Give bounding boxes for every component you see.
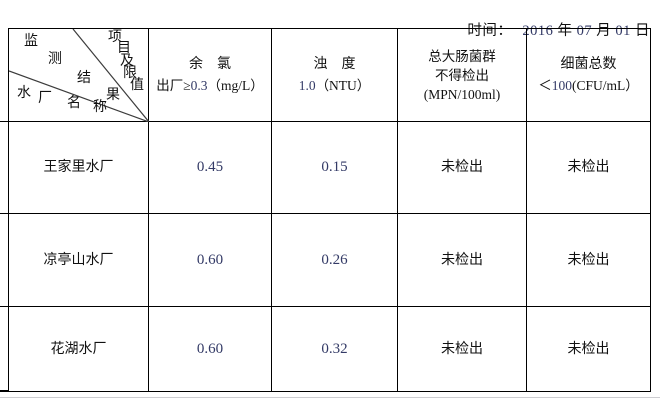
plant-name-cell: 凉亭山水厂 bbox=[9, 214, 149, 307]
column-header-turbidity: 浊 度 1.0（NTU） bbox=[272, 29, 398, 122]
turbidity-value: 0.26 bbox=[321, 251, 348, 268]
time-month: 07 bbox=[576, 23, 593, 39]
bacteria-value-cell: 未检出 bbox=[527, 214, 650, 307]
row-border-extension bbox=[0, 213, 9, 214]
diagonal-header-cell: 监 测 结 果 项 目 及 限 值 水 厂 名 称 bbox=[9, 29, 149, 122]
chlorine-value: 0.60 bbox=[196, 251, 224, 268]
turbidity-value-cell: 0.15 bbox=[272, 122, 398, 214]
corner-monitor-char: 监 bbox=[24, 34, 38, 49]
row-border-extension bbox=[0, 121, 9, 122]
chlorine-header-title: 余 氯 bbox=[189, 57, 231, 72]
coliform-value-cell: 未检出 bbox=[398, 122, 527, 214]
bacteria-value: 未检出 bbox=[567, 341, 610, 357]
time-label: 时间： bbox=[467, 23, 513, 39]
corner-plant-char: 水 bbox=[17, 86, 31, 101]
plant-name-cell: 花湖水厂 bbox=[9, 307, 149, 391]
plant-name: 花湖水厂 bbox=[50, 341, 107, 357]
corner-plant-char: 名 bbox=[67, 96, 81, 111]
chlorine-value-cell: 0.60 bbox=[149, 214, 272, 307]
row-border-extension bbox=[0, 390, 9, 392]
coliform-header-title: 总大肠菌群 bbox=[428, 48, 496, 64]
corner-plant-char: 厂 bbox=[38, 91, 52, 106]
page-bottom-rule bbox=[0, 397, 660, 398]
corner-item-char: 值 bbox=[130, 78, 144, 93]
corner-item-char: 限 bbox=[123, 66, 137, 81]
coliform-value-cell: 未检出 bbox=[398, 214, 527, 307]
time-day-unit: 日 bbox=[630, 23, 650, 39]
corner-item-char: 目 bbox=[117, 41, 131, 56]
column-header-bacteria: 细菌总数 ＜100(CFU/mL） bbox=[527, 29, 650, 122]
coliform-value: 未检出 bbox=[441, 160, 483, 175]
plant-name-cell: 王家里水厂 bbox=[9, 122, 149, 214]
turbidity-value-cell: 0.26 bbox=[272, 214, 398, 307]
chlorine-value-cell: 0.60 bbox=[149, 307, 272, 391]
coliform-value: 未检出 bbox=[441, 341, 483, 357]
row-border-extension bbox=[0, 306, 9, 307]
time-year: 2016 bbox=[522, 23, 554, 39]
plant-name: 王家里水厂 bbox=[43, 160, 114, 175]
corner-item-char: 及 bbox=[120, 54, 134, 69]
coliform-value-cell: 未检出 bbox=[398, 307, 527, 391]
chlorine-value: 0.60 bbox=[196, 340, 224, 357]
chlorine-header-limit: 出厂≥0.3（mg/L） bbox=[156, 78, 264, 93]
chlorine-value-cell: 0.45 bbox=[149, 122, 272, 214]
report-time-line: 时间： 2016 年 07 月 01 日 bbox=[451, 2, 650, 57]
coliform-header-limit: 不得检出 bbox=[435, 67, 489, 83]
chlorine-value: 0.45 bbox=[196, 159, 224, 175]
water-quality-table: 监 测 结 果 项 目 及 限 值 水 厂 名 称 余 氯 出厂≥0.3（mg/… bbox=[8, 28, 651, 392]
turbidity-value-cell: 0.32 bbox=[272, 307, 398, 391]
bacteria-value: 未检出 bbox=[567, 252, 610, 268]
turbidity-header-title: 浊 度 bbox=[313, 57, 356, 72]
coliform-header-unit: (MPN/100ml) bbox=[423, 86, 501, 102]
turbidity-header-limit: 1.0（NTU） bbox=[298, 78, 371, 93]
corner-monitor-char: 结 bbox=[77, 71, 91, 86]
time-month-unit: 月 bbox=[592, 23, 616, 39]
turbidity-value: 0.15 bbox=[321, 159, 348, 175]
column-header-coliform: 总大肠菌群 不得检出 (MPN/100ml) bbox=[398, 29, 527, 122]
time-day: 01 bbox=[615, 23, 631, 39]
time-year-unit: 年 bbox=[553, 23, 577, 39]
corner-plant-char: 称 bbox=[93, 100, 107, 115]
column-header-chlorine: 余 氯 出厂≥0.3（mg/L） bbox=[149, 29, 272, 122]
bacteria-value-cell: 未检出 bbox=[527, 307, 650, 391]
corner-monitor-char: 测 bbox=[48, 52, 62, 67]
diagonal-lines bbox=[9, 29, 149, 122]
bacteria-header-limit: ＜100(CFU/mL） bbox=[538, 78, 639, 93]
bacteria-value-cell: 未检出 bbox=[527, 122, 650, 214]
bacteria-value: 未检出 bbox=[567, 160, 610, 175]
turbidity-value: 0.32 bbox=[321, 340, 348, 357]
coliform-value: 未检出 bbox=[441, 252, 483, 268]
corner-monitor-char: 果 bbox=[106, 88, 120, 103]
bacteria-header-title: 细菌总数 bbox=[560, 57, 617, 72]
plant-name: 凉亭山水厂 bbox=[43, 252, 114, 268]
corner-item-char: 项 bbox=[108, 30, 122, 45]
